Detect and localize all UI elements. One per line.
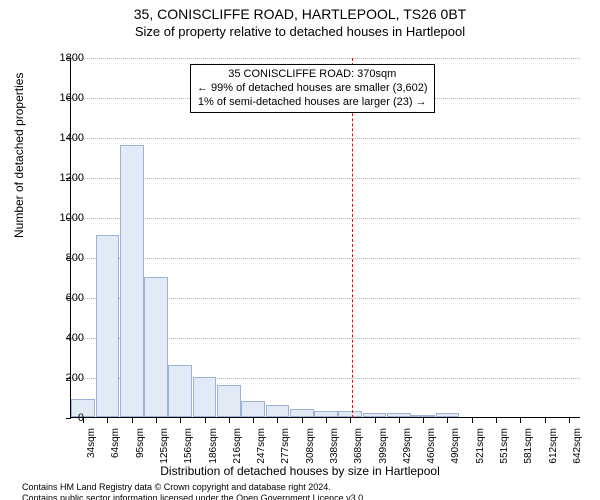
page-title: 35, CONISCLIFFE ROAD, HARTLEPOOL, TS26 0…	[0, 6, 600, 22]
xtick-label: 34sqm	[86, 428, 97, 468]
histogram-bar	[168, 365, 192, 417]
xtick-mark	[350, 418, 351, 423]
xtick-label: 277sqm	[280, 428, 291, 468]
xtick-mark	[156, 418, 157, 423]
histogram-bar	[144, 277, 168, 417]
histogram-bar	[363, 413, 387, 417]
xtick-label: 642sqm	[572, 428, 583, 468]
ytick-label: 400	[44, 332, 84, 344]
xtick-mark	[229, 418, 230, 423]
annotation-box: 35 CONISCLIFFE ROAD: 370sqm ← 99% of det…	[190, 64, 435, 113]
histogram-bar	[193, 377, 217, 417]
y-axis-label: Number of detached properties	[12, 73, 26, 238]
annotation-line-3: 1% of semi-detached houses are larger (2…	[197, 96, 428, 110]
xtick-mark	[180, 418, 181, 423]
gridline	[71, 58, 580, 59]
footer-attribution: Contains HM Land Registry data © Crown c…	[22, 482, 366, 500]
xtick-label: 399sqm	[378, 428, 389, 468]
histogram-bar	[411, 415, 435, 417]
xtick-label: 368sqm	[353, 428, 364, 468]
xtick-mark	[423, 418, 424, 423]
ytick-label: 1400	[44, 132, 84, 144]
xtick-label: 125sqm	[159, 428, 170, 468]
histogram-bar	[387, 413, 411, 417]
xtick-mark	[375, 418, 376, 423]
gridline	[71, 178, 580, 179]
xtick-mark	[545, 418, 546, 423]
xtick-label: 429sqm	[402, 428, 413, 468]
xtick-mark	[253, 418, 254, 423]
histogram-bar	[266, 405, 290, 417]
histogram-bar	[314, 411, 338, 417]
xtick-label: 64sqm	[110, 428, 121, 468]
xtick-mark	[399, 418, 400, 423]
xtick-label: 216sqm	[232, 428, 243, 468]
histogram-bar	[290, 409, 314, 417]
xtick-label: 581sqm	[523, 428, 534, 468]
xtick-label: 247sqm	[256, 428, 267, 468]
xtick-label: 551sqm	[499, 428, 510, 468]
gridline	[71, 258, 580, 259]
ytick-label: 200	[44, 372, 84, 384]
ytick-label: 1600	[44, 92, 84, 104]
xtick-label: 521sqm	[475, 428, 486, 468]
histogram-bar	[217, 385, 241, 417]
gridline	[71, 218, 580, 219]
gridline	[71, 138, 580, 139]
xtick-label: 95sqm	[135, 428, 146, 468]
chart-area: 34sqm64sqm95sqm125sqm156sqm186sqm216sqm2…	[70, 58, 580, 418]
xtick-label: 338sqm	[329, 428, 340, 468]
annotation-line-1: 35 CONISCLIFFE ROAD: 370sqm	[197, 68, 428, 82]
xtick-label: 460sqm	[426, 428, 437, 468]
xtick-mark	[302, 418, 303, 423]
xtick-label: 308sqm	[305, 428, 316, 468]
ytick-label: 1000	[44, 212, 84, 224]
xtick-label: 612sqm	[548, 428, 559, 468]
ytick-label: 800	[44, 252, 84, 264]
histogram-bar	[436, 413, 460, 417]
x-axis-label: Distribution of detached houses by size …	[0, 464, 600, 478]
xtick-mark	[496, 418, 497, 423]
annotation-line-2: ← 99% of detached houses are smaller (3,…	[197, 82, 428, 96]
footer-line-2: Contains public sector information licen…	[22, 493, 366, 500]
ytick-label: 0	[44, 412, 84, 424]
xtick-label: 490sqm	[450, 428, 461, 468]
xtick-label: 156sqm	[183, 428, 194, 468]
histogram-bar	[120, 145, 144, 417]
xtick-mark	[132, 418, 133, 423]
xtick-mark	[205, 418, 206, 423]
xtick-mark	[447, 418, 448, 423]
histogram-bar	[338, 411, 362, 417]
histogram-bar	[241, 401, 265, 417]
xtick-mark	[520, 418, 521, 423]
histogram-bar	[96, 235, 120, 417]
page-subtitle: Size of property relative to detached ho…	[0, 24, 600, 39]
xtick-mark	[277, 418, 278, 423]
ytick-label: 1200	[44, 172, 84, 184]
xtick-mark	[472, 418, 473, 423]
page-root: 35, CONISCLIFFE ROAD, HARTLEPOOL, TS26 0…	[0, 6, 600, 500]
ytick-label: 1800	[44, 52, 84, 64]
xtick-mark	[569, 418, 570, 423]
footer-line-1: Contains HM Land Registry data © Crown c…	[22, 482, 366, 493]
ytick-label: 600	[44, 292, 84, 304]
xtick-mark	[107, 418, 108, 423]
xtick-mark	[326, 418, 327, 423]
xtick-label: 186sqm	[208, 428, 219, 468]
